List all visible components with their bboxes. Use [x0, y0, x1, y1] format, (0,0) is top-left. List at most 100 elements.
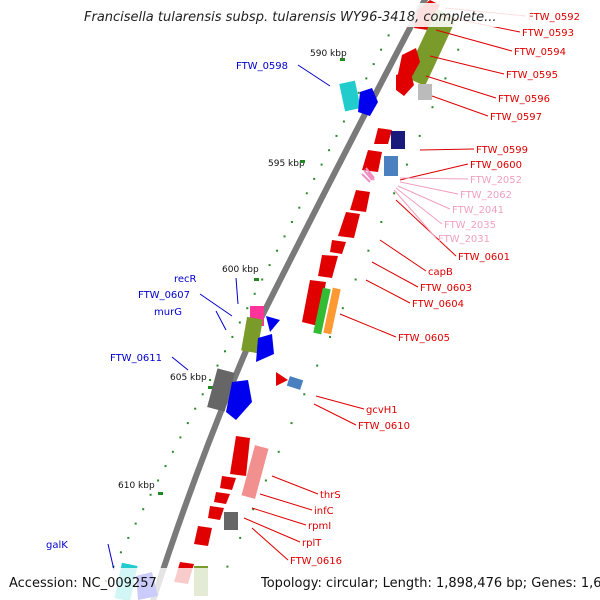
gene-label[interactable]: FTW_2052: [470, 175, 522, 186]
gene-arrow[interactable]: [226, 380, 252, 420]
gene-label[interactable]: FTW_0616: [290, 556, 342, 567]
track-dot: [290, 422, 293, 425]
gene-label[interactable]: FTW_2041: [452, 205, 504, 216]
track-dot: [431, 106, 434, 109]
label-connector: [251, 527, 289, 561]
gene-arrow[interactable]: [230, 436, 250, 476]
gene-label[interactable]: infC: [314, 506, 334, 517]
gene-label[interactable]: FTW_0610: [358, 421, 410, 432]
track-dot: [157, 479, 160, 482]
inner-genes[interactable]: [114, 80, 378, 600]
track-dot: [387, 34, 390, 37]
gene-arrow[interactable]: [266, 316, 280, 332]
gene-label[interactable]: FTW_0592: [528, 12, 580, 23]
gene-label[interactable]: FTW_0607: [138, 290, 190, 301]
kbp-tick-mark: [208, 386, 213, 389]
gene-label[interactable]: rplT: [302, 538, 322, 549]
gene-block[interactable]: [313, 287, 331, 335]
label-connector: [397, 185, 451, 210]
track-dot: [226, 565, 229, 568]
gene-label[interactable]: FTW_0600: [470, 160, 522, 171]
gene-label[interactable]: FTW_0611: [110, 353, 162, 364]
gene-arrow[interactable]: [350, 190, 370, 212]
gene-arrow[interactable]: [208, 506, 224, 520]
label-connector: [395, 199, 457, 257]
label-connector: [399, 177, 469, 180]
gene-label[interactable]: FTW_0596: [498, 94, 550, 105]
gene-label[interactable]: FTW_0594: [514, 47, 566, 58]
gene-arrow[interactable]: [398, 48, 420, 80]
gene-label[interactable]: FTW_0601: [458, 252, 510, 263]
gene-block[interactable]: [384, 156, 398, 176]
gene-label[interactable]: recR: [174, 274, 197, 285]
gene-label[interactable]: FTW_2062: [460, 190, 512, 201]
track-dot: [320, 163, 323, 166]
gene-label[interactable]: gcvH1: [366, 405, 398, 416]
topology-text: Topology: circular; Length: 1,898,476 bp…: [260, 576, 600, 591]
gene-block[interactable]: [286, 376, 304, 390]
label-connector: [371, 261, 419, 288]
map-title: Francisella tularensis subsp. tularensis…: [84, 10, 497, 25]
kbp-tick-label: 610 kbp: [118, 481, 155, 491]
accession-text: Accession: NC_009257: [9, 576, 157, 591]
gene-label[interactable]: FTW_0598: [236, 61, 288, 72]
track-dot: [252, 508, 255, 511]
label-connector: [271, 475, 319, 495]
track-dot: [305, 192, 308, 195]
gene-arrow[interactable]: [220, 476, 236, 490]
gene-label[interactable]: rpmI: [308, 521, 331, 532]
gene-arrow[interactable]: [276, 372, 288, 386]
gene-arrow[interactable]: [214, 492, 230, 504]
gene-label[interactable]: FTW_0595: [506, 70, 558, 81]
track-dot: [303, 393, 306, 396]
track-dot: [164, 465, 167, 468]
track-dot: [342, 120, 345, 123]
kbp-tick-label: 590 kbp: [310, 49, 347, 59]
gene-label[interactable]: FTW_0599: [476, 145, 528, 156]
gene-arrow[interactable]: [374, 128, 392, 144]
gene-arrow[interactable]: [194, 526, 212, 546]
gene-label[interactable]: galK: [46, 540, 68, 551]
kbp-tick-mark: [158, 492, 163, 495]
gene-block[interactable]: [339, 80, 361, 112]
track-dot: [224, 350, 226, 353]
gene-block[interactable]: [241, 445, 269, 499]
gene-label[interactable]: thrS: [320, 490, 341, 501]
gene-label[interactable]: FTW_0593: [522, 28, 574, 39]
label-connector: [419, 148, 475, 151]
gene-label[interactable]: FTW_0603: [420, 283, 472, 294]
label-connector: [297, 64, 331, 87]
gene-arrow[interactable]: [256, 334, 274, 362]
gene-label[interactable]: murG: [154, 307, 182, 318]
gene-arrow[interactable]: [358, 88, 378, 116]
gene-arrow[interactable]: [318, 255, 338, 278]
kbp-tick-mark: [300, 160, 305, 163]
gene-label[interactable]: capB: [428, 267, 453, 278]
gene-label[interactable]: FTW_0597: [490, 112, 542, 123]
gene-block[interactable]: [241, 316, 263, 354]
track-dot: [380, 48, 383, 51]
gene-block[interactable]: [391, 131, 405, 149]
gene-label[interactable]: FTW_0605: [398, 333, 450, 344]
gene-arrow[interactable]: [362, 150, 382, 172]
gene-block[interactable]: [404, 8, 457, 87]
label-connector: [313, 403, 357, 426]
gene-block[interactable]: [418, 84, 432, 100]
gene-arrow[interactable]: [338, 212, 360, 238]
track-dot: [277, 450, 280, 453]
track-dot: [276, 249, 278, 252]
trna-cluster[interactable]: [361, 167, 375, 183]
track-dot: [367, 249, 370, 252]
gene-label[interactable]: FTW_0604: [412, 299, 464, 310]
gene-arrow[interactable]: [396, 70, 414, 96]
gene-arrow[interactable]: [330, 240, 346, 254]
gene-label[interactable]: FTW_2031: [438, 234, 490, 245]
gene-labels[interactable]: FTW_0592 FTW_0593 FTW_0594 FTW_0595 FTW_0596…: [46, 12, 580, 567]
track-dot: [341, 307, 344, 310]
gene-block[interactable]: [323, 287, 341, 335]
label-connector: [395, 187, 443, 225]
gene-block[interactable]: [224, 512, 238, 530]
gene-label[interactable]: FTW_2035: [444, 220, 496, 231]
gene-block[interactable]: [207, 368, 235, 412]
